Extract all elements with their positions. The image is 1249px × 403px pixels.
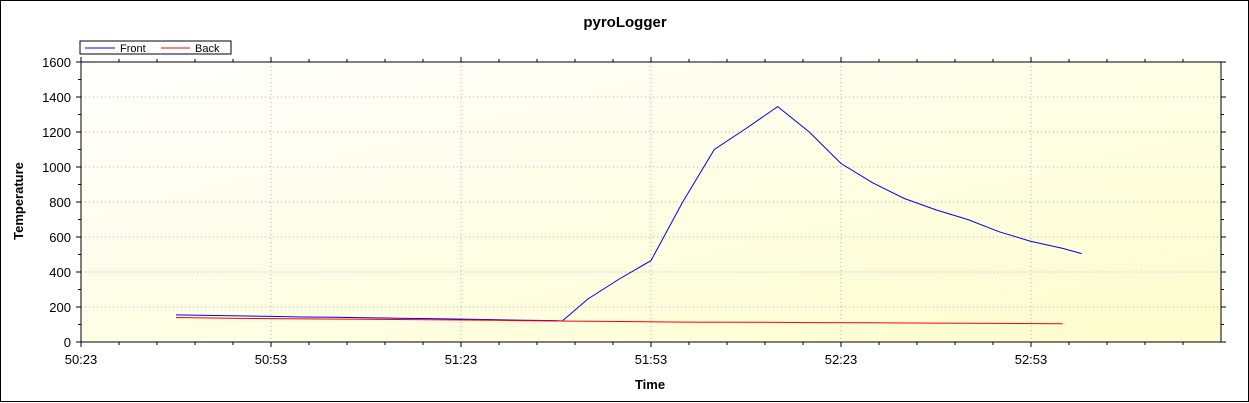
series-layer bbox=[175, 105, 1082, 325]
x-axis-title: Time bbox=[635, 377, 665, 392]
y-tick-label: 600 bbox=[49, 230, 71, 245]
y-tick-labels: 0 200 400 600 800 1000 1200 1400 1600 bbox=[42, 55, 71, 350]
x-tick-label: 50:23 bbox=[65, 352, 98, 367]
x-tick-label: 52:23 bbox=[825, 352, 858, 367]
series-line-back bbox=[175, 317, 1063, 325]
y-tick-label: 0 bbox=[64, 335, 71, 350]
legend-label-back: Back bbox=[195, 43, 220, 55]
y-tick-label: 400 bbox=[49, 265, 71, 280]
legend: Front Back bbox=[79, 40, 232, 55]
y-tick-label: 1400 bbox=[42, 90, 71, 105]
y-tick-label: 1600 bbox=[42, 55, 71, 70]
legend-label-front: Front bbox=[120, 43, 146, 55]
x-tick-label: 51:53 bbox=[635, 352, 668, 367]
y-tick-label: 200 bbox=[49, 300, 71, 315]
y-tick-label: 800 bbox=[49, 195, 71, 210]
y-axis-title: Temperature bbox=[11, 162, 26, 240]
chart-title: pyroLogger bbox=[583, 14, 666, 31]
y-tick-label: 1200 bbox=[42, 125, 71, 140]
x-tick-labels: 50:23 50:53 51:23 51:53 52:23 52:53 bbox=[65, 352, 1048, 367]
series-line-front bbox=[175, 105, 1082, 322]
x-tick-label: 51:23 bbox=[445, 352, 478, 367]
grid-lines bbox=[81, 61, 1221, 342]
tick-marks bbox=[76, 57, 1226, 347]
legend-box bbox=[79, 40, 232, 55]
y-tick-label: 1000 bbox=[42, 160, 71, 175]
x-tick-label: 50:53 bbox=[255, 352, 288, 367]
x-tick-label: 52:53 bbox=[1015, 352, 1048, 367]
